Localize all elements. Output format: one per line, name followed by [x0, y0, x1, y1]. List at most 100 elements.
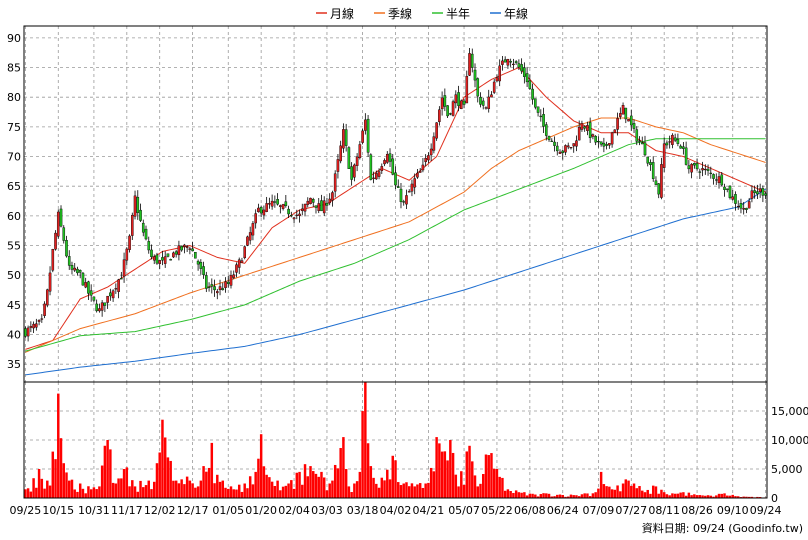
- candle: [284, 194, 288, 208]
- volume-bar: [279, 490, 282, 498]
- volume-bar: [572, 495, 575, 498]
- volume-bar: [325, 490, 329, 498]
- candle-body: [405, 195, 408, 205]
- candle-body: [597, 140, 600, 143]
- volume-bar: [690, 495, 693, 498]
- candle: [635, 126, 639, 146]
- volume-bar: [51, 451, 55, 498]
- candle: [166, 253, 170, 258]
- candle-body: [586, 125, 589, 131]
- volume-bar: [100, 465, 104, 498]
- volume-bar: [76, 491, 79, 498]
- volume-bar: [78, 483, 82, 498]
- volume-bar: [495, 469, 499, 498]
- candle-body: [616, 118, 619, 130]
- volume-bar: [328, 483, 331, 498]
- candle-body: [621, 105, 625, 115]
- candle: [402, 199, 406, 206]
- candle: [657, 183, 660, 199]
- price-tick-label: 80: [7, 91, 21, 104]
- volume-bar: [336, 468, 340, 498]
- candle-body: [498, 65, 501, 82]
- price-tick-label: 70: [7, 151, 21, 164]
- volume-bar: [566, 496, 570, 498]
- volume-bar: [632, 483, 636, 498]
- candle: [443, 88, 447, 112]
- candle-body: [76, 268, 79, 274]
- price-tick-label: 85: [7, 62, 21, 75]
- candle-body: [196, 260, 200, 265]
- volume-bar: [498, 476, 501, 498]
- volume-bar: [509, 490, 512, 498]
- candle-body: [701, 168, 704, 171]
- candle: [377, 168, 381, 180]
- candle: [602, 137, 606, 153]
- candle: [54, 230, 57, 251]
- candle-body: [87, 281, 90, 294]
- candle: [756, 184, 759, 200]
- legend-label: 季線: [388, 6, 412, 21]
- volume-bar: [673, 493, 677, 498]
- candle-body: [251, 223, 255, 236]
- date-tick-label: 10/31: [78, 504, 110, 517]
- volume-bar: [668, 495, 671, 498]
- candle-body: [284, 201, 288, 206]
- volume-bar: [265, 474, 268, 498]
- candle-body: [248, 232, 252, 241]
- candle-body: [594, 135, 597, 143]
- candle: [262, 205, 266, 220]
- candle-body: [226, 281, 230, 284]
- volume-bar: [591, 493, 595, 498]
- candle: [243, 245, 247, 260]
- volume-bar: [218, 481, 222, 498]
- candle-body: [322, 200, 326, 214]
- volume-bar: [397, 482, 400, 498]
- candle-body: [695, 163, 699, 170]
- volume-bar: [438, 443, 441, 498]
- candle: [712, 173, 715, 185]
- candle: [98, 303, 101, 313]
- candle-body: [65, 240, 68, 257]
- candle: [501, 56, 504, 71]
- candle-body: [487, 96, 491, 109]
- candle-body: [78, 270, 82, 273]
- legend-item: 月線: [316, 6, 354, 21]
- candle: [547, 135, 551, 142]
- volume-bar: [399, 485, 403, 498]
- candle-body: [273, 201, 277, 203]
- candle-body: [558, 151, 562, 154]
- volume-bar: [662, 492, 666, 498]
- candle: [553, 136, 556, 152]
- volume-bar: [139, 480, 142, 498]
- candle: [734, 191, 737, 211]
- candle-body: [377, 171, 381, 177]
- candle-body: [572, 143, 576, 147]
- candle-body: [46, 289, 49, 306]
- candle-body: [654, 180, 658, 185]
- price-tick-label: 60: [7, 210, 21, 223]
- candle: [654, 176, 658, 186]
- candle: [205, 271, 208, 293]
- volume-bar: [671, 493, 674, 498]
- candle-body: [561, 150, 565, 153]
- candle: [67, 250, 71, 270]
- candle: [163, 251, 167, 268]
- candle: [224, 277, 227, 293]
- candle-body: [43, 303, 46, 316]
- volume-bar: [736, 496, 740, 498]
- candle-body: [449, 113, 452, 115]
- candle-body: [542, 114, 545, 127]
- volume-bar: [259, 434, 263, 498]
- candle-body: [232, 274, 236, 278]
- volume-bar: [418, 483, 422, 498]
- candle-body: [224, 281, 227, 288]
- volume-bar: [547, 493, 551, 498]
- candle: [139, 203, 142, 222]
- candle-body: [660, 164, 663, 198]
- volume-bar: [698, 495, 702, 498]
- candle: [449, 112, 452, 116]
- candle: [407, 189, 411, 193]
- candle-body: [161, 257, 164, 261]
- volume-bar: [386, 469, 389, 498]
- volume-bar: [660, 489, 663, 498]
